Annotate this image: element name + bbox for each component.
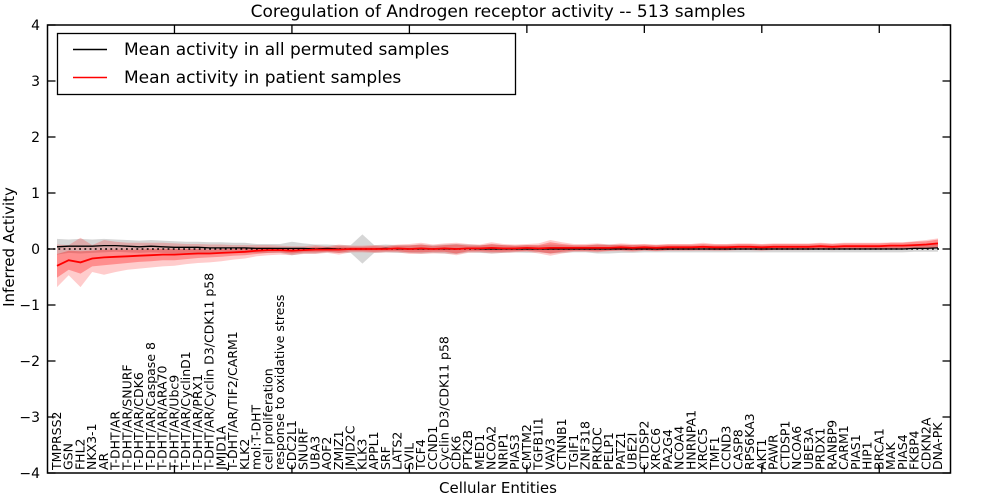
x-axis-label: Cellular Entities bbox=[439, 479, 557, 497]
x-tick-label: CDK6 bbox=[448, 435, 463, 470]
x-tick-label: PIAS3 bbox=[507, 434, 522, 470]
x-tick-label: SRF bbox=[378, 446, 393, 470]
x-tick-label: NCOA2 bbox=[484, 426, 499, 470]
x-tick-label: XRCC6 bbox=[648, 428, 663, 470]
x-tick-label: PIAS4 bbox=[895, 434, 910, 470]
x-tick-label: FHL2 bbox=[72, 438, 87, 470]
y-tick-label: 0 bbox=[31, 242, 40, 258]
x-tick-label: T-DHT/AR/CyclinD1 bbox=[178, 351, 193, 471]
x-tick-label: T-DHT/AR/CDK6 bbox=[131, 372, 146, 471]
x-tick-label: SNURF bbox=[296, 428, 311, 470]
x-tick-label: FKBP4 bbox=[907, 430, 922, 470]
x-tick-label: ZMIZ1 bbox=[331, 430, 346, 470]
x-tick-label: NKX3-1 bbox=[84, 423, 99, 470]
legend-label-patient: Mean activity in patient samples bbox=[124, 68, 401, 88]
x-tick-label: RANBP9 bbox=[824, 420, 839, 470]
y-tick-label: −4 bbox=[19, 466, 40, 482]
x-tick-label: CMTM2 bbox=[519, 424, 534, 470]
x-tick-label: KLK3 bbox=[354, 439, 369, 470]
x-tick-label: PRDX1 bbox=[813, 428, 828, 470]
x-tick-label: NCOA6 bbox=[789, 426, 804, 470]
x-tick-label: T-DHT/AR bbox=[108, 411, 123, 471]
x-tick-label: HNRNPA1 bbox=[683, 410, 698, 470]
x-tick-label: UBE2I bbox=[625, 433, 640, 470]
x-tick-label: T-DHT/AR/Cyclin D3/CDK11 p58 bbox=[202, 273, 217, 471]
patient-mean-line bbox=[56, 242, 939, 267]
chart-title: Coregulation of Androgen receptor activi… bbox=[251, 2, 746, 22]
x-tick-label: SVIL bbox=[401, 443, 416, 470]
x-tick-label: BRCA1 bbox=[871, 428, 886, 470]
legend-label-permuted: Mean activity in all permuted samples bbox=[124, 40, 449, 60]
y-tick-label: −2 bbox=[19, 354, 40, 370]
x-tick-label: NRIP1 bbox=[495, 433, 510, 470]
y-tick-label: 2 bbox=[31, 130, 40, 146]
x-tick-label: UBA3 bbox=[307, 436, 322, 470]
x-tick-label: DNA-PK bbox=[930, 422, 945, 470]
x-tick-label: CDC2L1 bbox=[284, 420, 299, 470]
x-tick-label: PTK2B bbox=[460, 430, 475, 470]
x-tick-label: PA2G4 bbox=[660, 429, 675, 470]
x-tick-label: PATZ1 bbox=[613, 432, 628, 470]
x-tick-label: AKT1 bbox=[754, 439, 769, 470]
x-tick-label: cell proliferation bbox=[260, 368, 275, 470]
x-tick-label: T-DHT/AR/Ubc9 bbox=[166, 375, 181, 471]
x-tick-label: JMJD1A bbox=[213, 425, 228, 471]
x-tick-label: MAK bbox=[883, 442, 898, 470]
x-tick-label: TMF1 bbox=[707, 436, 722, 471]
x-tick-label: CDKN2A bbox=[918, 417, 933, 470]
x-tick-label: CCND3 bbox=[719, 426, 734, 470]
x-tick-label: T-DHT/AR/Caspase 8 bbox=[143, 342, 158, 471]
x-tick-label: CTDSP1 bbox=[777, 421, 792, 470]
x-tick-label: T-DHT/AR/SNURF bbox=[119, 364, 134, 471]
x-tick-label: response to oxidative stress bbox=[272, 295, 287, 470]
series-lines bbox=[56, 242, 939, 267]
x-tick-label: JMJD2C bbox=[343, 425, 358, 471]
x-tick-label: ZNF318 bbox=[578, 421, 593, 470]
x-tick-label: AR bbox=[96, 452, 111, 470]
y-tick-label: 4 bbox=[31, 18, 40, 34]
x-tick-label: VAV3 bbox=[542, 438, 557, 470]
x-tick-label: T-DHT/AR/TIF2/CARM1 bbox=[225, 331, 240, 471]
x-tick-label: AOF2 bbox=[319, 437, 334, 470]
x-tick-label: T-DHT/AR/PRX1 bbox=[190, 374, 205, 471]
y-tick-label: 1 bbox=[31, 186, 40, 202]
x-tick-label: PRKDC bbox=[589, 427, 604, 470]
x-tick-label: APPL1 bbox=[366, 431, 381, 470]
x-tick-label: NCOA4 bbox=[672, 426, 687, 470]
x-tick-label: mol:T-DHT bbox=[249, 404, 264, 470]
x-tick-label: CTDSP2 bbox=[636, 421, 651, 470]
x-tick-label: TMPRSS2 bbox=[49, 412, 64, 471]
x-tick-label: KLK2 bbox=[237, 439, 252, 470]
x-tick-label: PELP1 bbox=[601, 432, 616, 470]
x-tick-label: TGFB1I1 bbox=[531, 417, 546, 471]
x-tick-label: RPS6KA3 bbox=[742, 413, 757, 470]
x-tick-label: XRCC5 bbox=[695, 428, 710, 470]
y-axis-label: Inferred Activity bbox=[0, 187, 18, 307]
x-tick-label: TGIF1 bbox=[566, 434, 581, 471]
x-tick-label: Cyclin D3/CDK11 p58 bbox=[437, 336, 452, 470]
tick-marks bbox=[47, 24, 951, 474]
x-tick-label: T-DHT/AR/ARA70 bbox=[155, 365, 170, 471]
x-tick-label: CCND1 bbox=[425, 426, 440, 470]
x-tick-label: UBE3A bbox=[801, 427, 816, 470]
x-tick-label: CARM1 bbox=[836, 425, 851, 470]
x-tick-label: LATS2 bbox=[390, 432, 405, 470]
legend-box bbox=[56, 32, 517, 96]
y-tick-label: 3 bbox=[31, 74, 40, 90]
y-tick-label: −1 bbox=[19, 298, 40, 314]
x-tick-label: GSN bbox=[61, 443, 76, 470]
x-tick-label: MED1 bbox=[472, 434, 487, 470]
x-tick-label: CTNNB1 bbox=[554, 418, 569, 470]
x-tick-label: PAWR bbox=[766, 434, 781, 470]
y-tick-labels: 4 3 2 1 0 −1 −2 −3 −4 bbox=[19, 18, 40, 482]
x-tick-labels: TMPRSS2GSNFHL2NKX3-1ART-DHT/ART-DHT/AR/S… bbox=[49, 273, 945, 471]
y-tick-label: −3 bbox=[19, 410, 40, 426]
x-tick-label: TCF4 bbox=[413, 439, 428, 471]
x-tick-label: HIP1 bbox=[860, 441, 875, 470]
legend: Mean activity in all permuted samples Me… bbox=[56, 32, 517, 96]
x-tick-label: PIAS1 bbox=[848, 434, 863, 470]
x-tick-label: CASP8 bbox=[730, 429, 745, 470]
